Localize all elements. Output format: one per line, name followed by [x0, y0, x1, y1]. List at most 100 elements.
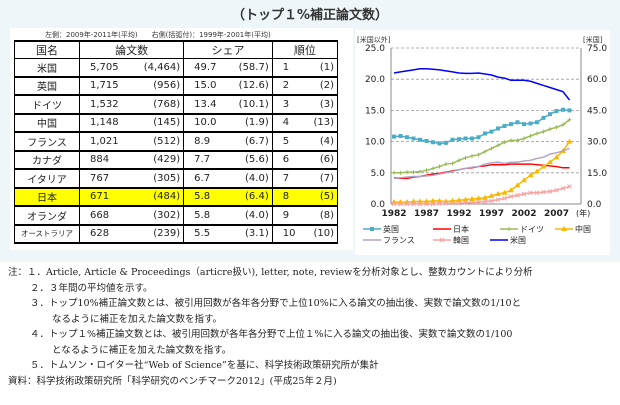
share-cell: 15.0: [183, 76, 228, 96]
share-cell: 13.4: [183, 95, 228, 115]
share-line-chart: [米国以外] [米国] 0.0 0.0 5.0 15.0 10.0 30.0 15.0 45.0 2…: [357, 35, 607, 245]
data-point: [560, 186, 566, 191]
y-tick-left: 15.0: [365, 106, 385, 116]
data-point: [431, 140, 435, 145]
share-cell: 6.7: [183, 169, 228, 189]
rank-prev-cell: (8): [304, 206, 339, 226]
series-line-0: [393, 109, 570, 145]
rank-cell: 3: [271, 95, 305, 115]
data-point: [417, 201, 423, 207]
data-point: [548, 127, 552, 132]
data-point: [392, 134, 396, 139]
note-4-cont: となるように補正を加えた論文数を指す。: [52, 344, 232, 356]
country-cell: ドイツ: [14, 95, 80, 115]
data-point: [476, 135, 481, 140]
data-point: [424, 201, 429, 207]
data-point: [489, 146, 494, 151]
note-4: ４．トップ１%補正論文数とは、被引用回数が各年各分野で上位１%に入る論文の抽出後…: [30, 329, 513, 340]
papers-prev-cell: (145): [131, 113, 185, 133]
y-tick-left: 10.0: [365, 138, 385, 148]
data-point: [404, 201, 410, 207]
series-line-4: [393, 147, 570, 180]
data-point: [502, 196, 507, 201]
papers-cell: 884: [79, 150, 132, 170]
data-point: [469, 196, 475, 202]
country-cell: カナダ: [14, 150, 80, 170]
data-point: [489, 198, 494, 204]
data-point: [567, 117, 572, 122]
legend-marker: [507, 227, 511, 231]
rank-prev-cell: (10): [304, 224, 339, 244]
data-point: [527, 172, 534, 178]
share-prev-cell: (1.9): [227, 113, 273, 133]
table-row: 中国 1,148 (145) 10.0 (1.9) 4 (13): [14, 113, 339, 133]
note-5: ５．トムソン・ロイター社“Web of Science”を基に、科学技術政策研究…: [30, 360, 379, 371]
share-cell: 5.8: [183, 206, 228, 226]
data-point: [535, 131, 539, 136]
share-prev-cell: (58.7): [227, 58, 273, 78]
rank-prev-cell: (7): [304, 169, 339, 189]
y-tick-left: 25.0: [365, 44, 385, 54]
data-point: [547, 159, 553, 165]
data-point: [561, 107, 565, 112]
data-point: [495, 191, 501, 197]
papers-cell: 767: [79, 169, 132, 189]
rank-prev-cell: (13): [304, 113, 339, 133]
data-point: [501, 189, 508, 195]
data-point: [489, 129, 494, 134]
data-point: [482, 199, 488, 204]
papers-prev-cell: (429): [131, 150, 185, 170]
data-point: [534, 168, 540, 174]
data-point: [463, 200, 468, 206]
data-point: [457, 137, 461, 142]
table-row: イタリア 767 (305) 6.7 (4.0) 7 (7): [14, 169, 339, 189]
x-tick: 1992: [446, 209, 471, 219]
data-point: [554, 187, 559, 193]
data-point: [547, 189, 553, 194]
papers-prev-cell: (4,464): [131, 58, 185, 78]
y-tick-right: 30.0: [587, 138, 607, 148]
table-row: 英国 1,715 (956) 15.0 (12.6) 2 (2): [14, 76, 339, 96]
data-point: [411, 136, 416, 141]
rank-prev-cell: (4): [304, 132, 339, 152]
rank-prev-cell: (3): [304, 95, 339, 115]
share-cell: 8.9: [183, 132, 228, 152]
ranking-table: 国名 論文数 シェア 順位 米国 5,705 (4,464) 49.7 (58.7) 1(…: [14, 40, 339, 244]
data-point: [469, 200, 475, 206]
data-point: [405, 170, 409, 175]
rank-prev-cell: (2): [304, 76, 339, 96]
table-row: フランス 1,021 (512) 8.9 (6.7) 5 (4): [14, 132, 339, 152]
share-cell: 7.7: [183, 150, 228, 170]
legend-label: フランス: [383, 236, 415, 245]
data-point: [508, 194, 514, 199]
data-point: [411, 201, 416, 207]
data-point: [528, 133, 533, 138]
papers-prev-cell: (768): [131, 95, 185, 115]
data-point: [488, 192, 495, 198]
papers-cell: 1,021: [79, 132, 132, 152]
data-point: [437, 164, 442, 169]
data-point: [521, 191, 527, 197]
rank-prev-cell: (6): [304, 150, 339, 170]
series-line-5: [394, 185, 570, 205]
papers-cell: 5,705: [79, 58, 132, 78]
data-point: [535, 120, 539, 125]
data-point: [515, 192, 520, 198]
data-point: [495, 197, 501, 202]
y-tick-right: 75.0: [587, 44, 607, 54]
note-3: ３．トップ10%補正論文数とは、被引用回数が各年各分野で上位10%に入る論文の抽…: [30, 298, 522, 309]
data-point: [431, 166, 435, 171]
data-point: [450, 137, 455, 142]
data-point: [398, 133, 403, 138]
legend-label: 中国: [575, 224, 591, 234]
data-point: [567, 184, 572, 189]
legend-label: 米国: [510, 235, 526, 245]
data-point: [391, 201, 397, 207]
share-prev-cell: (5.6): [227, 150, 273, 170]
data-point: [462, 196, 469, 202]
table-caption: 左側：2009年-2011年(平均) 右側(括弧付)：1999年-2001年(平…: [45, 31, 271, 39]
figure-title: （トップ１%補正論文数）: [231, 8, 389, 23]
share-prev-cell: (6.7): [227, 132, 273, 152]
data-point: [470, 153, 474, 158]
header-rank: 順位: [271, 40, 339, 59]
